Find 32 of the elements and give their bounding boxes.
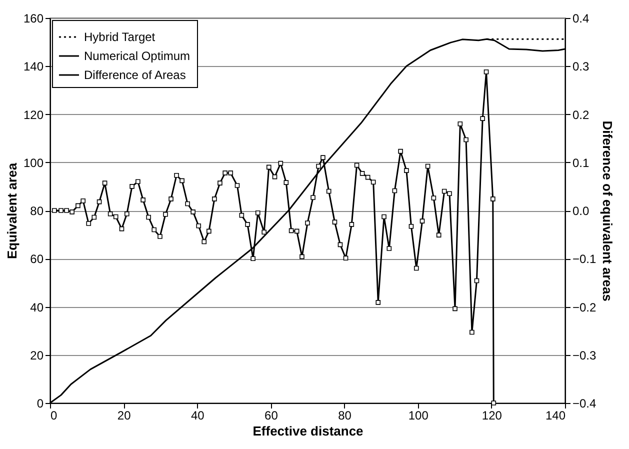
y-tick-label: 80 [30,204,44,218]
y-tick-label: 160 [23,12,44,26]
legend-label: Difference of Areas [84,68,186,82]
y2-tick-label: −0.2 [572,300,597,314]
legend-label: Hybrid Target [84,30,156,44]
x-tick-label: 80 [338,408,352,422]
y-tick-label: 100 [23,156,44,170]
x-tick-label: 120 [482,408,502,422]
x-tick-label: 100 [408,408,429,422]
y2-tick-label: −0.3 [572,348,597,362]
x-tick-label: 0 [50,408,58,422]
x-tick-label: 140 [545,408,566,422]
y2-tick-label: 0.1 [572,156,590,170]
y-axis-title: Equivalent area [4,162,20,260]
y2-tick-label: 0.3 [572,60,590,74]
y-tick-label: 0 [36,396,44,410]
y-tick-label: 60 [30,252,44,266]
x-tick-label: 60 [264,408,278,422]
y2-axis-title: Diference of equivalent areas [600,120,616,302]
y2-tick-label: 0.0 [572,204,590,218]
y2-tick-label: 0.2 [572,108,590,122]
y2-tick-label: 0.4 [572,12,590,26]
x-axis-title: Effective distance [252,424,364,438]
y2-tick-label: −0.1 [572,252,597,266]
y-tick-label: 140 [23,60,44,74]
y-tick-label: 20 [30,348,44,362]
x-tick-label: 20 [117,408,132,422]
x-tick-label: 40 [190,408,205,422]
y-tick-label: 120 [23,108,44,122]
y2-tick-label: −0.4 [572,396,597,410]
legend-label: Numerical Optimum [84,49,190,63]
y-tick-label: 40 [30,300,44,314]
